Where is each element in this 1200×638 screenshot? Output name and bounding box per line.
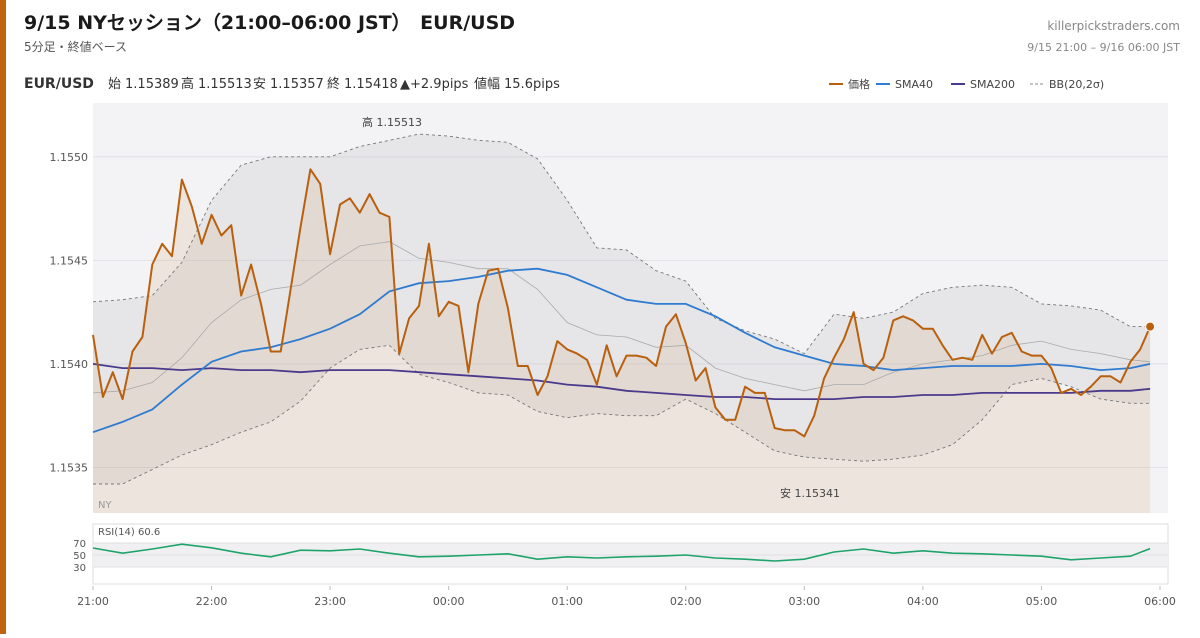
stat-label: 高: [181, 76, 194, 92]
stat: ▲+2.9pips: [400, 77, 469, 92]
x-tick-label: 04:00: [907, 595, 939, 608]
stat-label: 終: [327, 76, 340, 92]
x-tick-label: 06:00: [1144, 595, 1176, 608]
stat: 安 1.15357: [253, 77, 324, 92]
stat-label: 値幅: [474, 76, 500, 92]
rsi-line: [92, 543, 1151, 562]
symbol: EUR/USD: [24, 76, 94, 92]
source: killerpickstraders.com: [1047, 19, 1180, 33]
accent-bar: [0, 0, 6, 634]
price-area: [93, 169, 1151, 514]
stats: 始 1.15389 高 1.15513 安 1.15357 終 1.15418 ▲+2.9pip…: [108, 76, 560, 92]
x-tick-label: 00:00: [433, 595, 465, 608]
annotation: 高 1.15513: [362, 115, 422, 129]
y-tick-label: 1.1550: [50, 151, 89, 164]
rsi-title: RSI(14) 60.6: [98, 527, 160, 538]
x-tick-label: 02:00: [670, 595, 702, 608]
last-price-dot: [1145, 321, 1156, 332]
stat-label: 安: [253, 77, 266, 92]
main-plot: 高 1.15513 安 1.15341 NY: [92, 115, 1168, 514]
stat-value: 1.15418: [344, 77, 398, 92]
x-tick-label: 21:00: [77, 595, 109, 608]
stat: 始 1.15389: [108, 77, 179, 92]
stat-label: 始: [108, 77, 121, 92]
legend-label: BB(20,2σ): [1049, 78, 1104, 91]
stat: 終 1.15418: [327, 76, 398, 92]
legend-label: SMA200: [970, 78, 1015, 91]
annotation: 安 1.15341: [780, 486, 840, 500]
rsi-tick-label: 50: [73, 551, 86, 562]
stat: 値幅 15.6pips: [474, 76, 560, 92]
stat: 高 1.15513: [181, 76, 252, 92]
period: 9/15 21:00 – 9/16 06:00 JST: [1027, 41, 1180, 54]
stat-value: 1.15513: [198, 77, 252, 92]
stat-value: 1.15357: [270, 77, 324, 92]
y-tick-label: 1.1545: [50, 254, 89, 267]
stat-value: +2.9pips: [410, 77, 469, 92]
y-tick-label: 1.1535: [50, 461, 89, 474]
rsi-tick-label: 70: [73, 539, 86, 550]
annotation: NY: [98, 500, 112, 511]
x-tick-label: 22:00: [196, 595, 228, 608]
stat-value: 15.6pips: [504, 77, 560, 92]
plot-background: [93, 103, 1168, 513]
title: 9/15 NYセッション（21:00–06:00 JST） EUR/USD: [24, 11, 515, 34]
stat-value: 1.15389: [125, 77, 179, 92]
bb-upper: [92, 133, 1151, 355]
legend: 価格 SMA40 SMA200 BB(20,2σ): [829, 77, 1104, 91]
bb-lower: [93, 344, 1151, 485]
x-tick-label: 23:00: [314, 595, 346, 608]
legend-label: SMA40: [895, 78, 933, 91]
legend-label: 価格: [848, 77, 870, 91]
x-tick-label: 03:00: [788, 595, 820, 608]
x-tick-label: 05:00: [1026, 595, 1058, 608]
sma-line: [92, 363, 1151, 401]
y-tick-label: 1.1540: [50, 358, 89, 371]
x-tick-label: 01:00: [551, 595, 583, 608]
rsi-tick-label: 30: [73, 563, 86, 574]
price-line: [92, 168, 1152, 438]
bb-middle: [92, 241, 1151, 394]
stat-label: ▲: [400, 77, 410, 92]
subtitle: 5分足・終値ベース: [24, 39, 127, 54]
